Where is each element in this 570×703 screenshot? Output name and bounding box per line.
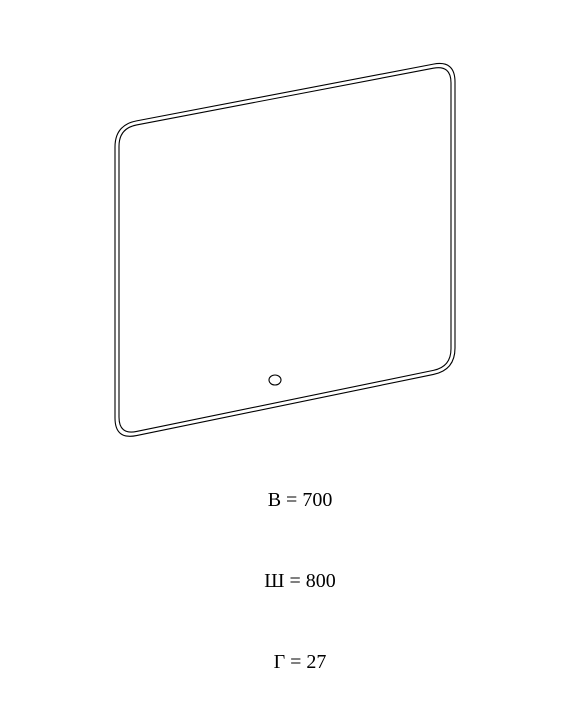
dimension-height-prefix: В =	[268, 489, 303, 511]
dimension-depth-prefix: Г =	[274, 651, 307, 673]
dimension-height-value: 700	[302, 489, 332, 511]
dimension-depth-value: 27	[306, 651, 326, 673]
dimension-depth: Г = 27	[0, 622, 570, 703]
dimension-width-value: 800	[306, 570, 336, 592]
dimension-width: Ш = 800	[0, 541, 570, 622]
dimension-labels: В = 700 Ш = 800 Г = 27	[0, 460, 570, 703]
dimension-height: В = 700	[0, 460, 570, 541]
panel-button-icon	[269, 375, 281, 385]
panel-inner-edge	[119, 68, 451, 432]
drawing-canvas: В = 700 Ш = 800 Г = 27	[0, 0, 570, 570]
dimension-width-prefix: Ш =	[264, 570, 305, 592]
